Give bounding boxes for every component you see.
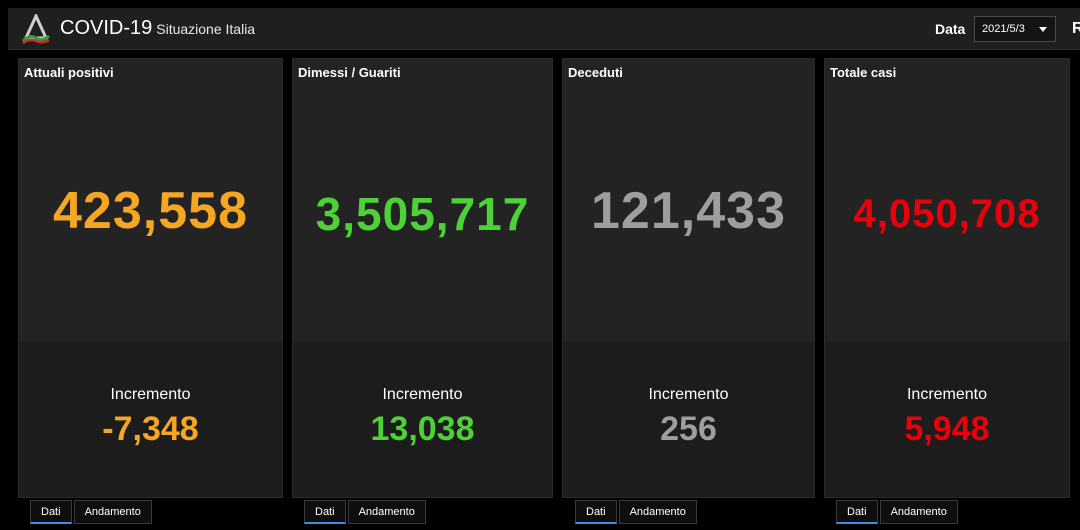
app-header: COVID-19 Situazione Italia Data 2021/5/3 … [8, 8, 1080, 50]
card-value: 3,505,717 [315, 188, 530, 240]
logo-icon [21, 14, 50, 44]
date-select-value: 2021/5/3 [982, 23, 1025, 35]
card-tabs-positivi: Dati Andamento [30, 500, 154, 526]
card-deceduti: Deceduti 121,433 Incremento 256 [562, 58, 815, 498]
tab-dati[interactable]: Dati [836, 500, 878, 524]
tab-dati[interactable]: Dati [575, 500, 617, 524]
date-label: Data [935, 21, 966, 37]
caret-down-icon [1039, 27, 1047, 32]
card-title: Dimessi / Guariti [298, 65, 401, 80]
card-value: 121,433 [591, 182, 786, 240]
increment-label: Incremento [382, 386, 463, 403]
card-top: Attuali positivi 423,558 [19, 59, 282, 342]
card-value: 4,050,708 [853, 192, 1041, 236]
card-top: Deceduti 121,433 [563, 59, 814, 342]
card-tabs-deceduti: Dati Andamento [575, 500, 699, 526]
card-bottom: Incremento 13,038 [293, 342, 552, 497]
tab-andamento[interactable]: Andamento [879, 500, 958, 524]
increment-value: -7,348 [102, 410, 199, 448]
card-tabs-guariti: Dati Andamento [304, 500, 428, 526]
card-bottom: Incremento 256 [563, 342, 814, 497]
increment-label: Incremento [110, 386, 191, 403]
card-bottom: Incremento 5,948 [825, 342, 1069, 497]
app-title-text: COVID-19 [60, 17, 153, 39]
increment-label: Incremento [648, 386, 729, 403]
app-subtitle: Situazione Italia [156, 21, 256, 37]
increment-value: 5,948 [904, 410, 990, 448]
card-attuali-positivi: Attuali positivi 423,558 Incremento -7,3… [18, 58, 283, 498]
card-top: Dimessi / Guariti 3,505,717 [293, 59, 552, 342]
increment-value: 13,038 [370, 410, 475, 448]
tab-andamento[interactable]: Andamento [618, 500, 697, 524]
tab-dati[interactable]: Dati [30, 500, 72, 524]
increment-value: 256 [660, 410, 717, 448]
card-title: Totale casi [830, 65, 897, 80]
card-dimessi-guariti: Dimessi / Guariti 3,505,717 Incremento 1… [292, 58, 553, 498]
app-title: COVID-19 Situazione Italia [60, 17, 255, 40]
date-select[interactable]: 2021/5/3 [974, 16, 1056, 42]
card-title: Deceduti [568, 65, 623, 80]
tab-andamento[interactable]: Andamento [347, 500, 426, 524]
card-bottom: Incremento -7,348 [19, 342, 282, 497]
card-value: 423,558 [53, 182, 248, 240]
header-truncated-label: R [1072, 20, 1080, 37]
card-totale-casi: Totale casi 4,050,708 Incremento 5,948 [824, 58, 1070, 498]
card-top: Totale casi 4,050,708 [825, 59, 1069, 342]
tab-dati[interactable]: Dati [304, 500, 346, 524]
card-tabs-totale: Dati Andamento [836, 500, 960, 526]
increment-label: Incremento [906, 386, 988, 403]
tab-andamento[interactable]: Andamento [73, 500, 152, 524]
card-title: Attuali positivi [24, 65, 114, 80]
